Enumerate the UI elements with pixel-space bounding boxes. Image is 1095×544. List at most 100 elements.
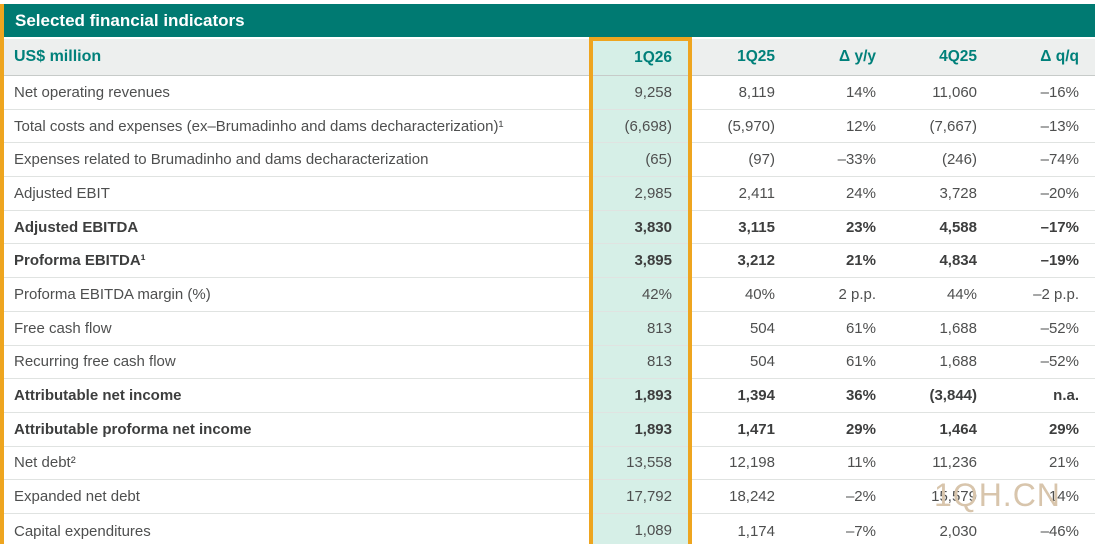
table-row: Capital expenditures 1,089 1,174 –7% 2,030 –4… (4, 513, 1095, 544)
cell-1q26: 42% (589, 277, 692, 312)
cell-yy: 36% (791, 378, 892, 413)
cell-qq: –16% (993, 75, 1095, 110)
row-label: Net debt² (4, 446, 591, 481)
cell-4q25: (246) (892, 142, 993, 178)
cell-1q26: 813 (589, 311, 692, 346)
cell-yy: 2 p.p. (791, 277, 892, 312)
cell-qq: –19% (993, 243, 1095, 279)
cell-qq: 21% (993, 446, 1095, 481)
row-label: Expanded net debt (4, 479, 591, 514)
table-row: Adjusted EBIT 2,985 2,411 24% 3,728 –20% (4, 176, 1095, 211)
cell-1q25: 3,212 (690, 243, 791, 279)
cell-1q25: (97) (690, 142, 791, 178)
cell-yy: 14% (791, 75, 892, 110)
table-title: Selected financial indicators (15, 11, 245, 30)
table-body: Net operating revenues 9,258 8,119 14% 11,06… (4, 75, 1095, 544)
cell-yy: –7% (791, 513, 892, 544)
cell-1q25: 12,198 (690, 446, 791, 481)
cell-1q25: 18,242 (690, 479, 791, 514)
cell-1q25: 504 (690, 311, 791, 346)
cell-4q25: (3,844) (892, 378, 993, 413)
table-row: Free cash flow 813 504 61% 1,688 –52% (4, 311, 1095, 346)
cell-yy: –33% (791, 142, 892, 178)
cell-1q26: 17,792 (589, 479, 692, 514)
cell-1q25: 40% (690, 277, 791, 312)
cell-qq: –46% (993, 513, 1095, 544)
table-row: Net operating revenues 9,258 8,119 14% 11,06… (4, 75, 1095, 110)
table-row: Expenses related to Brumadinho and dams … (4, 142, 1095, 178)
cell-yy: 11% (791, 446, 892, 481)
cell-1q26: 2,985 (589, 176, 692, 211)
row-label: Net operating revenues (4, 75, 591, 110)
unit-header: US$ million (4, 39, 591, 76)
cell-yy: 23% (791, 210, 892, 245)
cell-1q25: 1,471 (690, 412, 791, 447)
cell-4q25: 44% (892, 277, 993, 312)
cell-1q26: 3,895 (589, 243, 692, 279)
cell-yy: 61% (791, 311, 892, 346)
cell-1q26: (6,698) (589, 109, 692, 144)
table-row: Proforma EBITDA margin (%) 42% 40% 2 p.p. 44… (4, 277, 1095, 312)
cell-1q26: (65) (589, 142, 692, 178)
table-row: Proforma EBITDA¹ 3,895 3,212 21% 4,834 –19% (4, 243, 1095, 279)
cell-1q25: 1,394 (690, 378, 791, 413)
cell-yy: 29% (791, 412, 892, 447)
cell-qq: 14% (993, 479, 1095, 514)
indicators-table: US$ million 1Q26 1Q25 Δ y/y 4Q25 Δ q/q N… (4, 37, 1095, 544)
cell-1q26: 13,558 (589, 446, 692, 481)
cell-1q26: 1,089 (589, 513, 692, 544)
table-row: Total costs and expenses (ex–Brumadinho … (4, 109, 1095, 144)
cell-4q25: 4,588 (892, 210, 993, 245)
cell-yy: 12% (791, 109, 892, 144)
row-label: Attributable net income (4, 378, 591, 413)
cell-1q25: 1,174 (690, 513, 791, 544)
cell-yy: 61% (791, 345, 892, 380)
row-label: Adjusted EBITDA (4, 210, 591, 245)
table-row: Net debt² 13,558 12,198 11% 11,236 21% (4, 446, 1095, 481)
table-title-bar: Selected financial indicators (4, 4, 1095, 37)
cell-1q26: 1,893 (589, 378, 692, 413)
column-header-4q25: 4Q25 (892, 39, 993, 76)
cell-1q26: 813 (589, 345, 692, 380)
row-label: Proforma EBITDA margin (%) (4, 277, 591, 312)
cell-qq: –2 p.p. (993, 277, 1095, 312)
cell-qq: –13% (993, 109, 1095, 144)
cell-qq: n.a. (993, 378, 1095, 413)
cell-qq: –17% (993, 210, 1095, 245)
cell-1q25: 3,115 (690, 210, 791, 245)
cell-1q26: 3,830 (589, 210, 692, 245)
row-label: Capital expenditures (4, 513, 591, 544)
cell-4q25: 2,030 (892, 513, 993, 544)
column-header-1q26: 1Q26 (589, 37, 692, 76)
row-label: Attributable proforma net income (4, 412, 591, 447)
cell-4q25: 1,688 (892, 345, 993, 380)
cell-1q25: 8,119 (690, 75, 791, 110)
column-header-1q25: 1Q25 (690, 39, 791, 76)
table-row: Recurring free cash flow 813 504 61% 1,688 –5… (4, 345, 1095, 380)
cell-yy: 21% (791, 243, 892, 279)
table-left-accent-bar (0, 4, 4, 544)
table-header-row: US$ million 1Q26 1Q25 Δ y/y 4Q25 Δ q/q (4, 37, 1095, 76)
row-label: Adjusted EBIT (4, 176, 591, 211)
table-row: Expanded net debt 17,792 18,242 –2% 15,579 14… (4, 479, 1095, 514)
table-row: Attributable proforma net income 1,893 1,4… (4, 412, 1095, 447)
cell-qq: –52% (993, 345, 1095, 380)
row-label: Expenses related to Brumadinho and dams … (4, 142, 591, 178)
cell-qq: –52% (993, 311, 1095, 346)
cell-4q25: 4,834 (892, 243, 993, 279)
cell-4q25: 1,464 (892, 412, 993, 447)
table-row: Adjusted EBITDA 3,830 3,115 23% 4,588 –17% (4, 210, 1095, 245)
cell-4q25: 1,688 (892, 311, 993, 346)
row-label: Recurring free cash flow (4, 345, 591, 380)
cell-1q25: (5,970) (690, 109, 791, 144)
cell-qq: 29% (993, 412, 1095, 447)
cell-4q25: (7,667) (892, 109, 993, 144)
cell-4q25: 15,579 (892, 479, 993, 514)
cell-qq: –74% (993, 142, 1095, 178)
table-row: Attributable net income 1,893 1,394 36% (3,8… (4, 378, 1095, 413)
cell-yy: –2% (791, 479, 892, 514)
cell-1q26: 9,258 (589, 75, 692, 110)
row-label: Total costs and expenses (ex–Brumadinho … (4, 109, 591, 144)
cell-4q25: 11,236 (892, 446, 993, 481)
